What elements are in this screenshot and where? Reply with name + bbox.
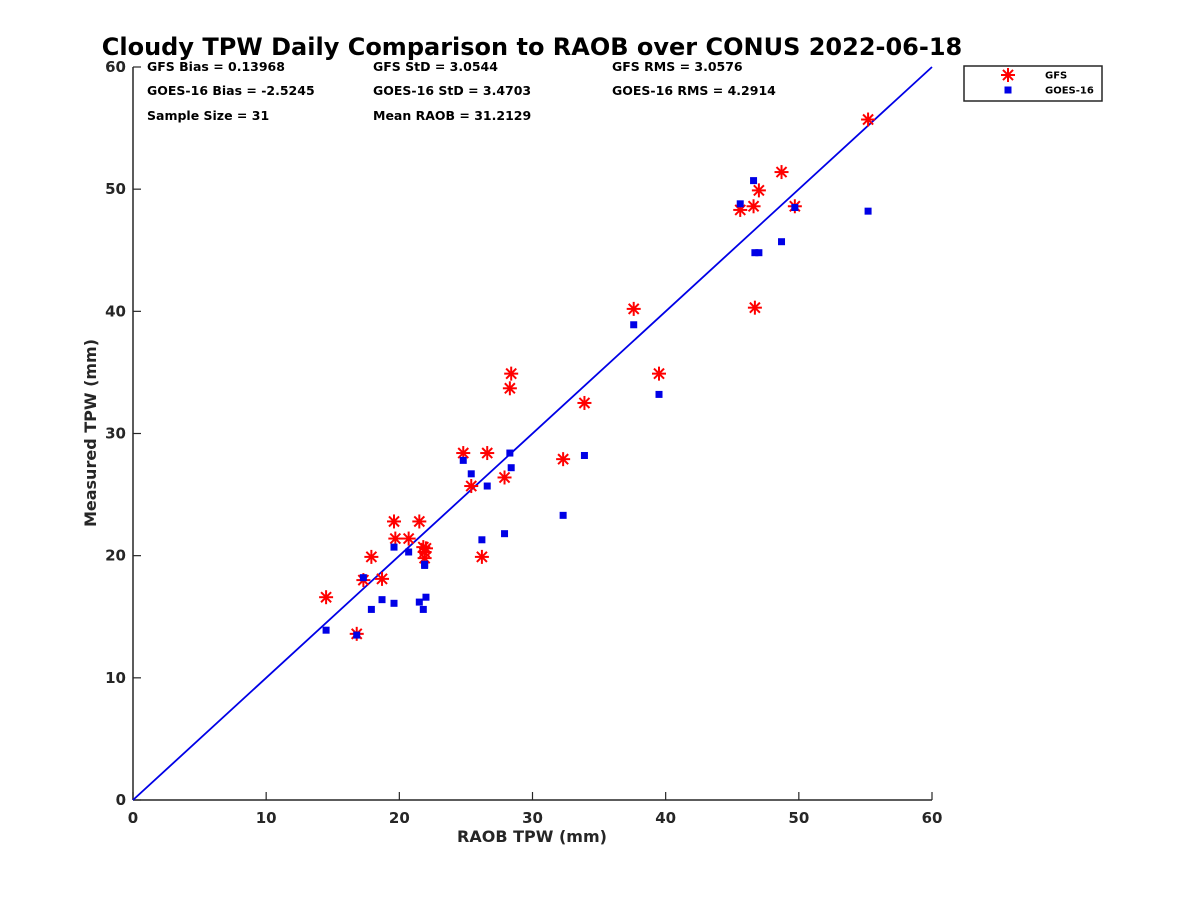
stat-text: GFS Bias = 0.13968 bbox=[147, 59, 285, 74]
statistics-text-group: GFS Bias = 0.13968 GFS StD = 3.0544 GFS RM… bbox=[147, 59, 776, 123]
x-tick-label: 30 bbox=[522, 809, 543, 827]
series-goes-16 bbox=[322, 177, 872, 639]
stat-text: GOES-16 StD = 3.4703 bbox=[373, 83, 531, 98]
gfs-point bbox=[774, 165, 789, 180]
goes16-point bbox=[506, 449, 514, 457]
gfs-point bbox=[504, 366, 519, 381]
goes16-point bbox=[390, 543, 398, 551]
y-axis-label: Measured TPW (mm) bbox=[81, 339, 100, 527]
plot-axes: 0 10 20 30 40 50 60 0 10 20 30 40 50 60 bbox=[105, 58, 942, 827]
series-gfs bbox=[319, 112, 876, 641]
x-tick-label: 20 bbox=[389, 809, 410, 827]
goes16-point bbox=[559, 511, 567, 519]
stat-text: Sample Size = 31 bbox=[147, 108, 269, 123]
legend-gfs-marker bbox=[1001, 68, 1015, 82]
gfs-point bbox=[319, 590, 334, 605]
goes16-point bbox=[580, 451, 588, 459]
goes16-point bbox=[419, 605, 427, 613]
gfs-point bbox=[652, 366, 667, 381]
data-series-group bbox=[319, 112, 876, 641]
gfs-point bbox=[502, 381, 517, 396]
y-tick-label: 60 bbox=[105, 58, 126, 76]
y-tick-label: 10 bbox=[105, 669, 126, 687]
gfs-point bbox=[388, 531, 403, 546]
goes16-point bbox=[655, 390, 663, 398]
y-tick-label: 20 bbox=[105, 547, 126, 565]
goes16-point bbox=[322, 626, 330, 634]
stat-text: GOES-16 Bias = -2.5245 bbox=[147, 83, 315, 98]
legend-label: GFS bbox=[1045, 71, 1067, 82]
gfs-point bbox=[861, 112, 876, 127]
reference-line-group bbox=[132, 66, 933, 801]
y-tick-label: 50 bbox=[105, 180, 126, 198]
y-tick-label: 0 bbox=[116, 791, 126, 809]
goes16-point bbox=[778, 238, 786, 246]
gfs-point bbox=[375, 571, 390, 586]
goes16-point bbox=[507, 464, 515, 472]
x-tick-label: 0 bbox=[128, 809, 138, 827]
goes16-point bbox=[864, 207, 872, 215]
gfs-point bbox=[412, 514, 427, 529]
gfs-point bbox=[626, 301, 641, 316]
goes16-point bbox=[791, 203, 799, 211]
goes16-point bbox=[405, 548, 413, 556]
goes16-point bbox=[467, 470, 475, 478]
x-tick-label: 40 bbox=[655, 809, 676, 827]
gfs-point bbox=[747, 300, 762, 315]
x-axis-label: RAOB TPW (mm) bbox=[457, 827, 607, 846]
gfs-point bbox=[456, 446, 471, 461]
y-tick-label: 30 bbox=[105, 425, 126, 443]
gfs-point bbox=[401, 531, 416, 546]
goes16-point bbox=[390, 599, 398, 607]
goes16-point bbox=[750, 177, 758, 185]
gfs-point bbox=[577, 395, 592, 410]
gfs-point bbox=[480, 446, 495, 461]
goes16-point bbox=[421, 560, 429, 568]
x-tick-label: 60 bbox=[922, 809, 943, 827]
gfs-point bbox=[497, 470, 512, 485]
gfs-point bbox=[746, 199, 761, 214]
goes16-point bbox=[378, 596, 386, 604]
gfs-point bbox=[364, 549, 379, 564]
gfs-point bbox=[387, 514, 402, 529]
goes16-point bbox=[422, 593, 430, 601]
goes16-point bbox=[755, 249, 763, 257]
goes16-point bbox=[367, 605, 375, 613]
gfs-point bbox=[474, 549, 489, 564]
gfs-point bbox=[556, 452, 571, 467]
goes16-point bbox=[501, 530, 509, 538]
legend-goes16-marker bbox=[1004, 86, 1012, 94]
gfs-point bbox=[417, 545, 432, 560]
legend: GFS GOES-16 bbox=[963, 65, 1103, 102]
goes16-point bbox=[483, 482, 491, 490]
stat-text: Mean RAOB = 31.2129 bbox=[373, 108, 531, 123]
x-tick-label: 50 bbox=[788, 809, 809, 827]
goes16-point bbox=[630, 321, 638, 329]
y-tick-label: 40 bbox=[105, 302, 126, 320]
goes16-point bbox=[359, 574, 367, 582]
goes16-point bbox=[459, 456, 467, 464]
legend-label: GOES-16 bbox=[1045, 86, 1094, 97]
goes16-point bbox=[736, 200, 744, 208]
goes16-point bbox=[415, 598, 423, 606]
chart-title: Cloudy TPW Daily Comparison to RAOB over… bbox=[102, 33, 962, 61]
goes16-point bbox=[353, 631, 361, 639]
goes16-point bbox=[751, 249, 759, 257]
stat-text: GFS RMS = 3.0576 bbox=[612, 59, 743, 74]
stat-text: GFS StD = 3.0544 bbox=[373, 59, 498, 74]
one-to-one-line bbox=[132, 66, 933, 801]
gfs-point bbox=[751, 183, 766, 198]
legend-box bbox=[963, 65, 1103, 102]
gfs-point bbox=[464, 479, 479, 494]
x-tick-label: 10 bbox=[256, 809, 277, 827]
stat-text: GOES-16 RMS = 4.2914 bbox=[612, 83, 776, 98]
goes16-point bbox=[478, 536, 486, 544]
